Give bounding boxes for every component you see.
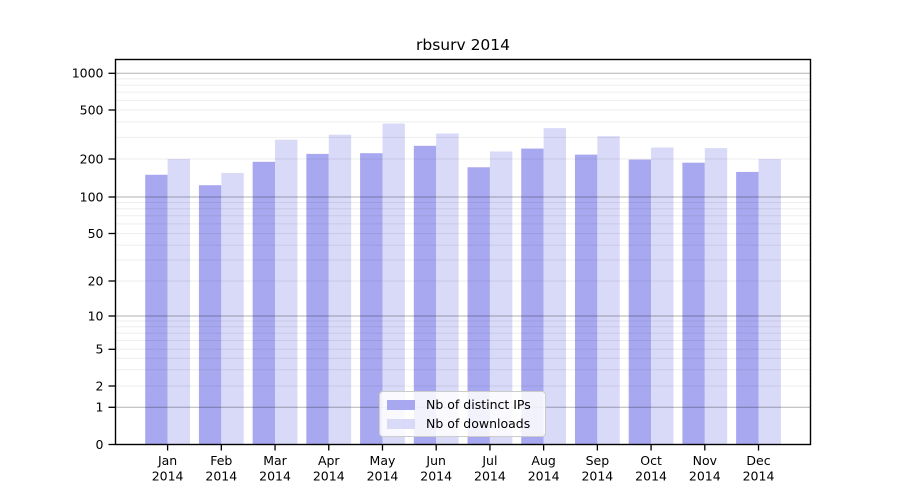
x-tick-label-jan: Jan	[157, 453, 177, 468]
bar-downloads-aug	[543, 128, 567, 445]
bar-distinct-ips-oct	[628, 159, 652, 445]
bar-distinct-ips-jun	[413, 145, 437, 445]
y-tick-label-200: 200	[80, 151, 104, 166]
y-tick-label-5: 5	[96, 342, 104, 357]
bar-distinct-ips-jul	[467, 167, 490, 445]
x-tick-year-oct: 2014	[635, 469, 667, 484]
bar-downloads-feb	[221, 172, 244, 445]
x-tick-label-dec: Dec	[746, 453, 770, 468]
bar-distinct-ips-dec	[736, 171, 759, 445]
x-tick-label-may: May	[370, 453, 396, 468]
x-tick-label-apr: Apr	[318, 453, 340, 468]
axes-frame	[114, 58, 812, 446]
x-tick-label-jun: Jun	[425, 453, 446, 468]
legend: Nb of distinct IPs Nb of downloads	[379, 391, 546, 437]
x-tick-label-aug: Aug	[531, 453, 555, 468]
x-tick-year-apr: 2014	[313, 469, 345, 484]
x-tick-label-nov: Nov	[693, 453, 718, 468]
bar-distinct-ips-aug	[521, 148, 544, 445]
legend-item-label: Nb of distinct IPs	[426, 397, 531, 412]
gridlines-layer	[115, 72, 811, 408]
bar-distinct-ips-apr	[306, 153, 329, 445]
y-tick-label-2: 2	[96, 378, 104, 393]
bars-layer	[145, 123, 781, 445]
x-tick-label-sep: Sep	[586, 453, 610, 468]
x-tick-year-nov: 2014	[689, 469, 721, 484]
plot-frame	[114, 58, 812, 446]
y-tick-label-50: 50	[88, 226, 104, 241]
bar-downloads-sep	[597, 136, 620, 445]
y-tick-label-1: 1	[96, 400, 104, 415]
x-tick-label-jul: Jul	[481, 453, 497, 468]
x-tick-year-may: 2014	[367, 469, 399, 484]
legend-swatch-distinct-ips	[387, 399, 415, 410]
x-tick-label-feb: Feb	[210, 453, 232, 468]
bar-downloads-jul	[489, 151, 513, 445]
x-tick-year-jul: 2014	[474, 469, 506, 484]
legend-item-distinct-ips: Nb of distinct IPs	[387, 397, 545, 412]
bar-distinct-ips-feb	[198, 185, 222, 445]
bar-downloads-apr	[328, 134, 352, 445]
bar-downloads-jan	[167, 159, 190, 445]
x-tick-year-sep: 2014	[581, 469, 613, 484]
bar-distinct-ips-may	[360, 153, 383, 445]
bar-downloads-jun	[436, 133, 459, 445]
y-tick-label-20: 20	[88, 273, 104, 288]
bar-downloads-oct	[651, 147, 674, 445]
x-tick-year-mar: 2014	[259, 469, 291, 484]
bar-downloads-mar	[275, 139, 298, 445]
y-tick-label-500: 500	[80, 102, 104, 117]
bar-distinct-ips-mar	[252, 161, 276, 445]
y-tick-label-100: 100	[80, 189, 104, 204]
x-tick-label-oct: Oct	[640, 453, 662, 468]
bar-distinct-ips-jan	[145, 174, 168, 445]
legend-item-label: Nb of downloads	[426, 416, 531, 431]
bar-distinct-ips-nov	[682, 162, 705, 445]
bar-downloads-dec	[758, 159, 781, 445]
bar-downloads-may	[382, 123, 405, 445]
legend-swatch-downloads	[387, 418, 415, 429]
x-tick-year-aug: 2014	[528, 469, 560, 484]
x-tick-year-dec: 2014	[743, 469, 775, 484]
x-tick-year-jun: 2014	[420, 469, 452, 484]
x-tick-year-jan: 2014	[152, 469, 184, 484]
tick-labels-layer: 01251020501002005001000Jan2014Feb2014Mar…	[72, 66, 775, 484]
legend-item-downloads: Nb of downloads	[387, 416, 545, 431]
bar-distinct-ips-sep	[574, 154, 598, 445]
y-tick-label-10: 10	[88, 308, 104, 323]
x-tick-year-feb: 2014	[205, 469, 237, 484]
chart-title: rbsurv 2014	[415, 36, 511, 54]
y-tick-label-0: 0	[96, 437, 104, 452]
bar-downloads-nov	[704, 148, 728, 445]
ticks-layer	[108, 72, 760, 451]
x-tick-label-mar: Mar	[263, 453, 287, 468]
y-tick-label-1000: 1000	[72, 66, 104, 81]
